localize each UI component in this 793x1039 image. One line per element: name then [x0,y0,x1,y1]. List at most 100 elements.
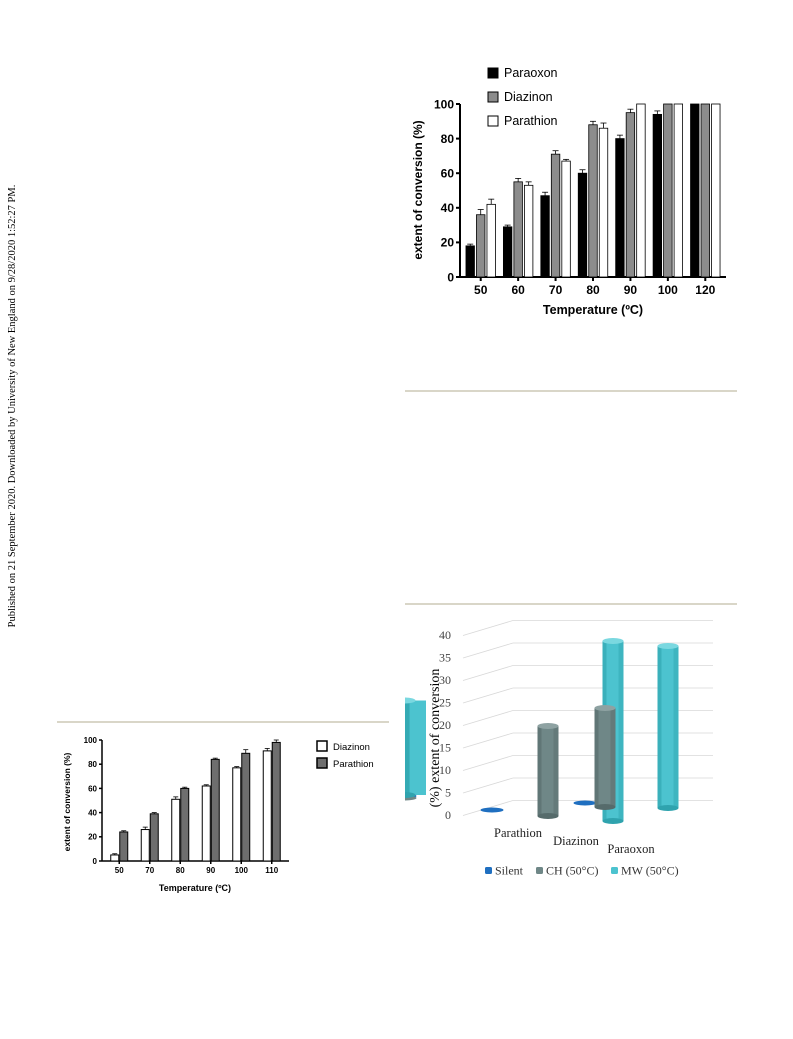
cylinder-shading [553,726,559,816]
y-tick-label: 60 [441,167,455,181]
cylinder-top [537,723,559,729]
y-tick-label: 20 [441,236,455,250]
cylinder-shading [537,726,542,816]
bar-parathion-100 [241,752,251,862]
x-tick-label: 80 [176,866,185,875]
legend-label-paraoxon: Paraoxon [504,66,558,80]
cylinder-base [657,805,679,811]
gridline-depth [462,687,514,704]
y-axis-label: (%) extent of conversion [428,669,443,808]
figure-conversion-vs-temperature-two-pesticides: Diazinon Parathion extent of conversion (… [62,736,374,893]
cylinder-shading [657,646,662,808]
download-notice: Published on 21 September 2020. Download… [7,184,18,628]
legend-label-diazinon: Diazinon [504,90,553,104]
bar-parathion-70 [149,813,159,862]
x-tick-label: 50 [474,283,488,297]
cylinder-zero-silent-parathion [480,807,504,813]
bar-diazinon-110 [262,750,272,862]
legend-swatch-paraoxon [487,67,499,79]
bar-paraoxon-80 [577,172,588,278]
gridline-depth [462,777,514,794]
y-tick-label: 60 [88,784,97,793]
bar-paraoxon-60 [502,226,513,278]
separator-rule [405,390,737,392]
bar-paraoxon-120 [690,103,700,278]
y-tick-label: 5 [445,786,451,800]
bar-diazinon-100 [663,103,673,278]
gridline-depth [462,710,514,726]
bar-diazinon-90 [625,112,636,278]
bar-diazinon-70 [550,153,561,278]
bar-diazinon-80 [588,124,598,278]
bar-diazinon-90 [201,785,211,862]
legend-label-parathion: Parathion [504,114,558,128]
bar-parathion-110 [271,741,281,862]
legend-swatch-parathion [316,757,328,769]
legend-swatch-diazinon [487,91,499,103]
gridline-depth [462,755,514,771]
y-tick-label: 25 [439,696,451,710]
cylinder-shading [610,708,616,807]
figure-3d-conversion-by-method: 0 5 10 15 20 25 30 35 40 Parathion Diazinon Paraoxo… [405,620,713,878]
bar-diazinon-60 [513,181,523,278]
bar-parathion-50 [486,203,496,278]
cylinder-base [594,804,616,810]
bar-diazinon-80 [171,798,181,862]
x-tick-label: 50 [115,866,124,875]
y-tick-label: 40 [439,628,451,642]
x-category-label: Paraoxon [607,842,655,856]
cylinder-shading [594,708,599,807]
bar-diazinon-50 [110,854,120,862]
x-tick-label: 80 [586,283,600,297]
bar-parathion-100 [673,103,684,278]
gridline-depth [462,732,514,749]
separator-rule [405,603,737,605]
y-tick-label: 0 [93,857,98,866]
cylinder-top [602,638,624,644]
bar-diazinon-100 [232,767,242,862]
y-tick-label: 80 [88,760,97,769]
x-tick-label: 90 [624,283,638,297]
y-tick-label: 35 [439,651,451,665]
x-category-label: Diazinon [553,834,600,848]
cylinder-top [594,705,616,711]
x-tick-label: 100 [235,866,249,875]
y-tick-label: 0 [447,270,454,284]
bar-parathion-50 [119,831,129,862]
bar-diazinon-50 [476,214,486,278]
legend-label-mw: MW (50°C) [621,864,679,878]
cylinder-shading [405,700,410,795]
x-tick-label: 70 [145,866,154,875]
x-tick-label: 120 [695,283,715,297]
y-axis-label: extent of conversion (%) [62,752,72,851]
bar-paraoxon-50 [465,245,475,278]
cylinder-body-ch-parathion [537,726,559,816]
x-tick-label: 60 [511,283,525,297]
figure-conversion-vs-temperature-three-pesticides: Paraoxon Diazinon Parathion extent of conv… [411,66,726,317]
gridline-depth [462,665,514,681]
gridline-depth [462,642,514,659]
y-tick-label: 40 [88,808,97,817]
y-tick-label: 100 [434,97,454,111]
bar-parathion-80 [598,127,609,278]
bar-paraoxon-70 [540,195,550,278]
cylinder-top [657,643,679,649]
x-category-label: Parathion [494,826,543,840]
legend-swatch-diazinon [316,740,328,752]
bar-paraoxon-100 [652,113,663,278]
y-tick-label: 30 [439,673,451,687]
x-tick-label: 110 [265,866,278,875]
cylinder-shading [405,700,409,795]
y-axis-label: extent of conversion (%) [411,120,425,259]
x-tick-label: 100 [658,283,678,297]
legend-swatch-silent [485,867,492,874]
legend-swatch-mw [611,867,618,874]
cylinder-top [405,697,416,704]
y-tick-label: 20 [439,718,451,732]
y-tick-label: 20 [88,833,97,842]
legend-label-parathion: Parathion [333,759,374,770]
y-tick-label: 0 [445,808,451,822]
bar-diazinon-70 [140,829,150,862]
bar-parathion-120 [711,103,721,278]
cylinder-base [405,792,416,798]
